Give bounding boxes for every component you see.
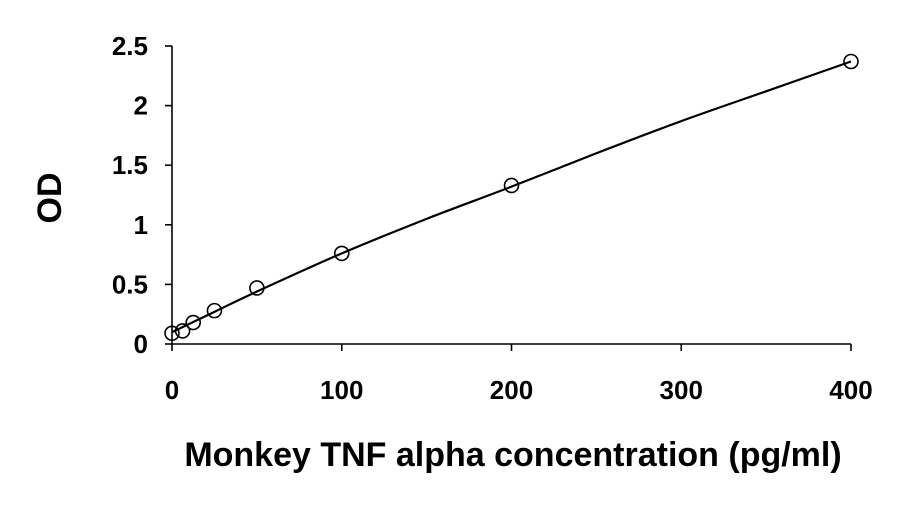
data-point <box>249 280 265 296</box>
x-axis-title: Monkey TNF alpha concentration (pg/ml) <box>184 436 841 474</box>
x-tick-label: 0 <box>165 375 179 405</box>
axes <box>165 45 852 351</box>
x-tick-label: 100 <box>320 375 363 405</box>
data-point <box>503 177 520 194</box>
y-tick-label: 2 <box>134 91 148 121</box>
y-tick-label: 0 <box>134 329 148 359</box>
data-point <box>206 302 223 319</box>
x-tick-label: 300 <box>660 375 703 405</box>
x-tick-label: 200 <box>490 375 533 405</box>
y-tick-label: 1 <box>134 210 148 240</box>
data-point <box>843 53 859 70</box>
data-points-layer <box>164 53 859 342</box>
x-tick-label: 400 <box>829 375 872 405</box>
data-point <box>185 314 202 331</box>
fit-curve-line <box>171 60 852 334</box>
y-axis-title: OD <box>31 173 69 224</box>
fit-curve-layer <box>171 60 852 334</box>
data-point <box>174 323 191 339</box>
data-point <box>164 325 180 342</box>
y-tick-label: 0.5 <box>112 269 148 299</box>
y-tick-label: 2.5 <box>112 31 148 61</box>
y-tick-label: 1.5 <box>112 150 148 180</box>
tick-labels-layer: 0 0.5 1 1.5 2 2.5 0 100 200 300 400 <box>112 31 873 405</box>
data-point <box>333 245 350 262</box>
